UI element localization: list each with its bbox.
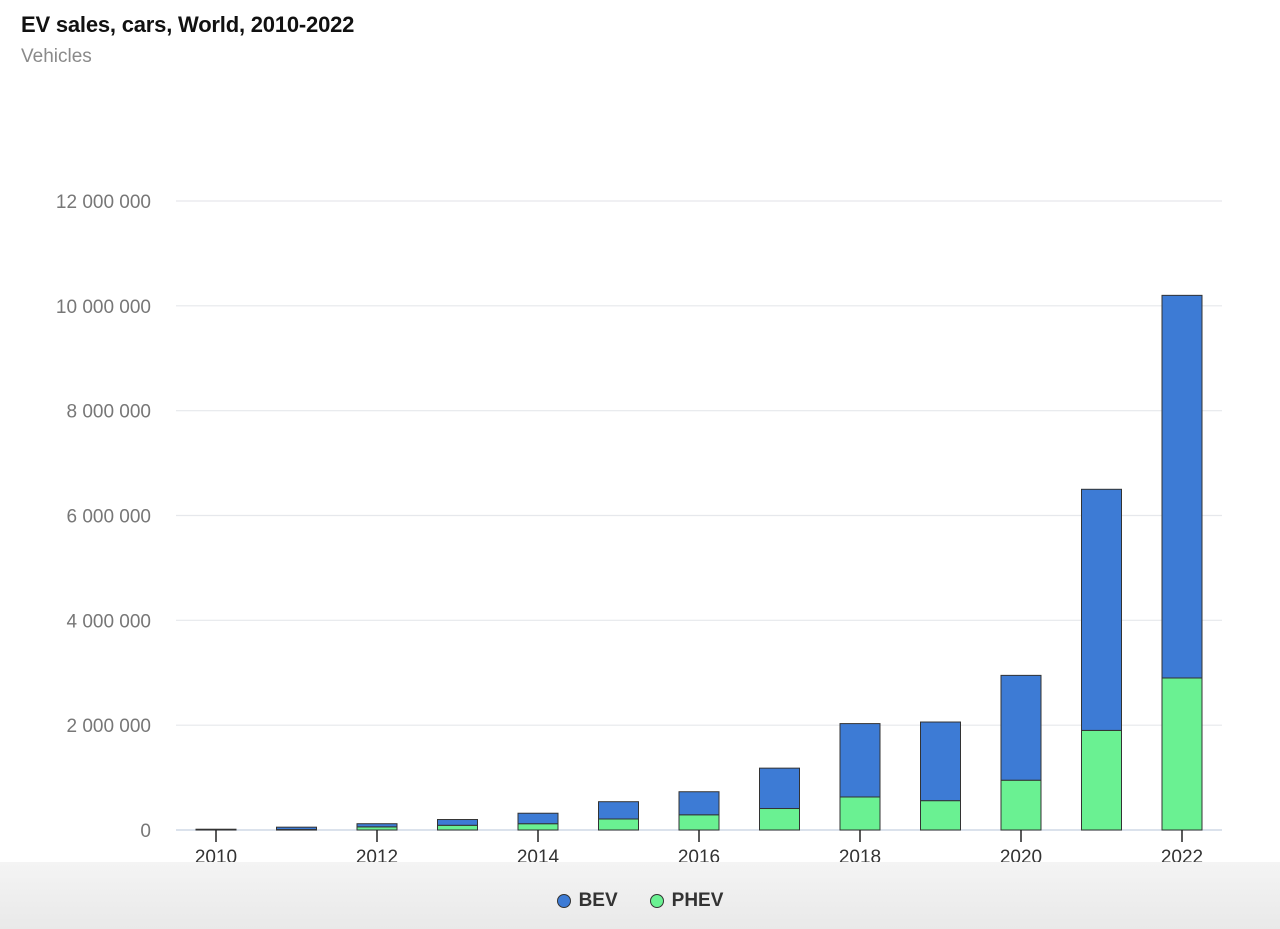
chart-legend: BEV PHEV [0,890,1280,912]
bar-bev-2019 [920,721,961,802]
bar-bev-2018 [839,723,881,798]
bar-bev-2015 [598,801,639,820]
bar-bev-2012 [356,823,398,828]
bar-phev-2018 [839,796,881,831]
bar-bev-2013 [437,819,478,826]
y-tick-label: 0 [140,821,151,842]
legend-item-bev[interactable]: BEV [556,890,618,912]
bar-bev-2021 [1081,488,1122,731]
legend-swatch-bev [556,894,571,908]
chart-title: EV sales, cars, World, 2010-2022 [21,12,355,37]
bar-bev-2022 [1161,294,1203,679]
legend-swatch-phev [649,894,664,908]
bar-phev-2014 [517,823,559,831]
y-tick-label: 10 000 000 [56,297,151,318]
y-tick-label: 2 000 000 [66,716,151,737]
bar-bev-2020 [1000,674,1042,781]
bar-phev-2013 [437,824,478,831]
bar-bev-2016 [678,791,720,816]
legend-background [0,862,1280,929]
bar-bev-2017 [759,767,800,810]
bar-phev-2015 [598,818,639,831]
bar-bev-2011 [276,826,317,831]
bar-phev-2016 [678,814,720,831]
bar-bev-2010 [195,828,237,831]
legend-item-phev[interactable]: PHEV [649,890,724,912]
bar-phev-2019 [920,800,961,831]
chart-subtitle: Vehicles [21,46,92,67]
y-tick-label: 8 000 000 [66,402,151,423]
legend-label-phev: PHEV [671,890,724,911]
y-tick-label: 6 000 000 [66,507,151,528]
bar-phev-2020 [1000,779,1042,831]
y-tick-label: 12 000 000 [56,192,151,213]
bar-phev-2021 [1081,729,1122,831]
y-tick-label: 4 000 000 [66,611,151,632]
bar-bev-2014 [517,812,559,825]
bar-phev-2022 [1161,677,1203,831]
legend-label-bev: BEV [578,890,618,911]
bar-phev-2017 [759,808,800,831]
